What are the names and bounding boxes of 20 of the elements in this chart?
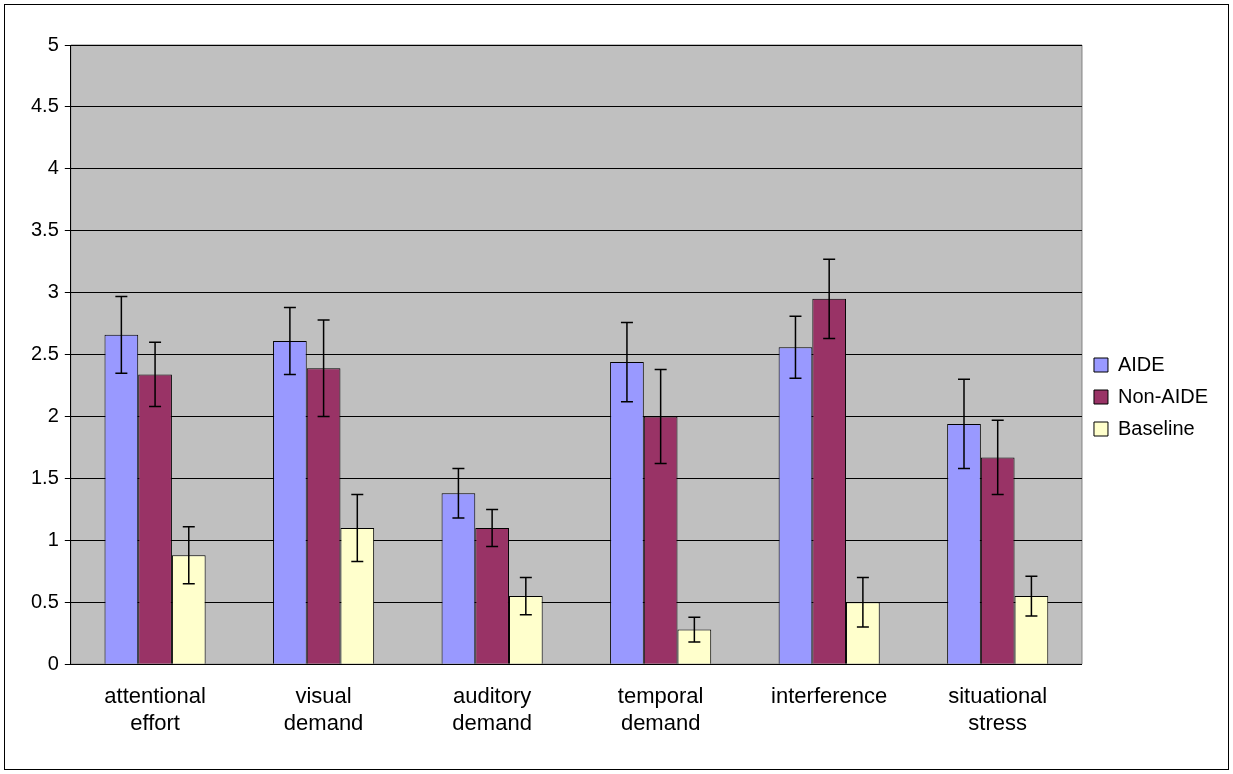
y-tick-label: 4: [47, 156, 59, 179]
y-tick-label: 2.5: [30, 342, 59, 365]
x-tick-label: auditory demand: [452, 683, 532, 735]
legend-label: Baseline: [1117, 416, 1195, 439]
x-tick-label: situational stress: [948, 683, 1048, 735]
y-tick-label: 1.5: [30, 465, 59, 488]
x-tick-label: visual demand: [283, 683, 364, 735]
y-tick-label: 0.5: [30, 589, 59, 612]
y-tick-label: 1: [47, 527, 59, 550]
legend-label: Non-AIDE: [1117, 384, 1208, 407]
y-tick-label: 3: [47, 280, 59, 303]
legend-label: AIDE: [1117, 352, 1165, 375]
y-tick-label: 3.5: [30, 218, 59, 241]
y-tick-label: 5: [47, 32, 59, 55]
y-tick-label: 4.5: [30, 94, 59, 117]
x-tick-label: interference: [771, 683, 888, 709]
x-tick-label: temporal demand: [617, 683, 704, 735]
x-tick-label: attentional effort: [104, 683, 206, 735]
y-tick-label: 0: [47, 651, 59, 674]
y-tick-label: 2: [47, 404, 59, 427]
